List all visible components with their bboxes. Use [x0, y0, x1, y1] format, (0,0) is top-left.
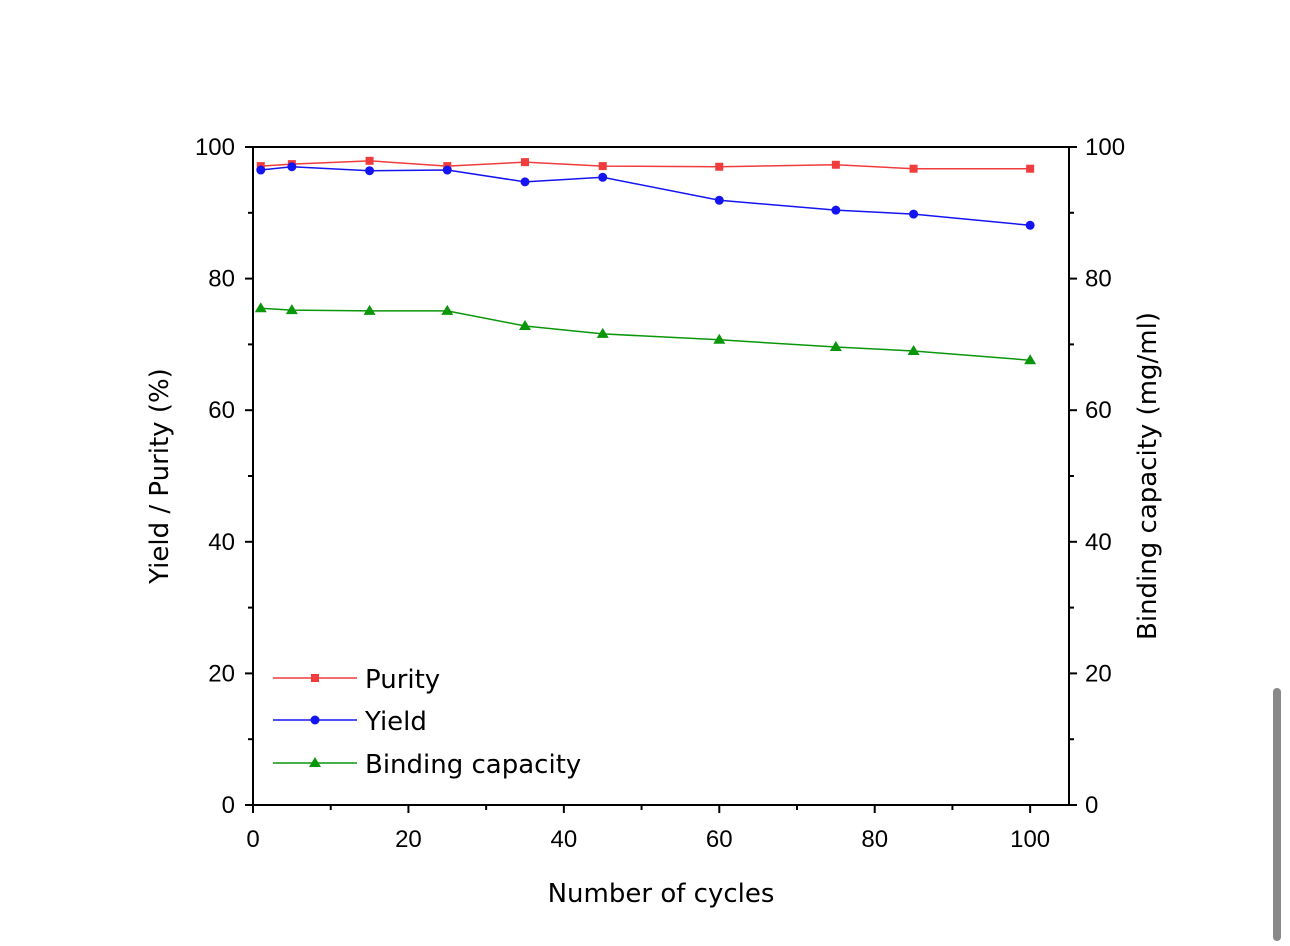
- marker: [598, 172, 608, 182]
- legend-marker: [309, 757, 321, 767]
- marker: [909, 209, 919, 219]
- marker: [442, 165, 452, 175]
- x-tick-label: 80: [861, 826, 888, 853]
- marker: [520, 177, 530, 187]
- legend-label: Purity: [365, 665, 440, 695]
- marker: [715, 162, 724, 171]
- series-line: [260, 165, 1031, 227]
- marker: [363, 304, 376, 315]
- marker: [285, 304, 298, 315]
- y2-tick-label: 100: [1085, 134, 1125, 161]
- legend-marker: [310, 715, 320, 725]
- y-axis-label: Yield / Purity (%): [145, 368, 175, 585]
- marker: [713, 333, 726, 344]
- y-tick-label: 100: [195, 134, 235, 161]
- marker: [254, 302, 267, 313]
- marker: [1024, 354, 1037, 365]
- x-tick-label: 20: [395, 826, 422, 853]
- y-tick-label: 60: [208, 397, 235, 424]
- x-tick-label: 60: [706, 826, 733, 853]
- marker: [907, 344, 920, 355]
- y-tick-label: 40: [208, 529, 235, 556]
- marker: [831, 160, 840, 169]
- marker: [256, 165, 266, 175]
- x-tick-label: 100: [1010, 826, 1050, 853]
- y-tick-label: 20: [208, 660, 235, 687]
- legend-label: Binding capacity: [365, 750, 581, 780]
- scrollbar[interactable]: [1273, 688, 1281, 941]
- x-tick-label: 40: [551, 826, 578, 853]
- marker: [441, 304, 454, 315]
- series-line: [260, 160, 1031, 170]
- y2-tick-label: 0: [1085, 792, 1098, 819]
- y2-tick-label: 60: [1085, 397, 1112, 424]
- marker: [1026, 164, 1035, 173]
- series-line: [260, 307, 1031, 361]
- y2-tick-label: 80: [1085, 266, 1112, 293]
- marker: [1025, 220, 1035, 230]
- x-tick-label: 0: [246, 826, 259, 853]
- x-axis-label: Number of cycles: [548, 879, 775, 909]
- marker: [596, 327, 609, 338]
- marker: [365, 166, 375, 176]
- marker: [287, 162, 297, 172]
- marker: [365, 156, 374, 165]
- y2-axis-label: Binding capacity (mg/ml): [1133, 312, 1163, 640]
- y-tick-label: 0: [222, 792, 235, 819]
- y-tick-label: 80: [208, 266, 235, 293]
- y2-tick-label: 40: [1085, 529, 1112, 556]
- legend-marker: [311, 674, 319, 682]
- marker: [519, 319, 531, 330]
- marker: [829, 341, 842, 352]
- legend-label: Yield: [364, 707, 427, 737]
- marker: [831, 205, 841, 215]
- marker: [521, 158, 529, 167]
- marker: [909, 164, 918, 173]
- marker: [598, 162, 607, 171]
- marker: [714, 195, 724, 205]
- y2-tick-label: 20: [1085, 660, 1112, 687]
